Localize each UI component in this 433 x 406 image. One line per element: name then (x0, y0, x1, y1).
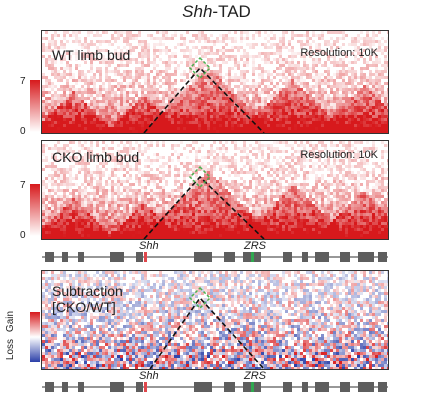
panel-label-wt: WT limb bud (52, 47, 131, 63)
heatmap-pixels (42, 271, 388, 369)
gene-exon (136, 382, 143, 392)
gene-exon (224, 252, 235, 262)
colorbar-cko (30, 184, 40, 236)
gene-exon (358, 252, 374, 262)
gene-track-1 (40, 250, 390, 264)
tad-boundary-lines (143, 175, 265, 239)
gene-exon (378, 382, 387, 392)
colorbar-wt (30, 80, 40, 132)
zrs-enhancer-mark (251, 382, 254, 392)
colorbar-gain-label: Gain (5, 310, 17, 333)
gene-exon (340, 252, 350, 262)
gene-exon (78, 382, 84, 392)
heatmap-wt (42, 31, 388, 133)
gene-track-2 (40, 380, 390, 394)
colorbar-cko-max: 7 (20, 180, 26, 191)
heatmap-cko (42, 141, 388, 239)
heatmap-panel-subtraction: Subtraction [CKO/WT] (41, 270, 389, 370)
gene-exon (224, 382, 235, 392)
gene-exon (378, 252, 387, 262)
title-suffix: -TAD (212, 2, 251, 21)
colorbar-gain-label-wrap: Gain (5, 310, 26, 333)
heatmap-pixels (42, 31, 388, 133)
tad-boundary-lines (149, 296, 265, 369)
heatmap-panel-cko: CKO limb bud Resolution: 10K (41, 140, 389, 240)
interaction-highlight-diamond (188, 286, 212, 310)
gene-label-shh-1: Shh (139, 240, 159, 252)
gene-exon (194, 382, 212, 392)
gene-exon (283, 252, 292, 262)
gene-exon (315, 252, 329, 262)
gene-exon (45, 252, 54, 262)
panel-label-cko: CKO limb bud (52, 149, 140, 165)
gene-exon (358, 382, 374, 392)
gene-exon (302, 252, 308, 262)
gene-exon (315, 382, 329, 392)
heatmap-pixels (42, 141, 388, 239)
panel-label-subtraction-1: Subtraction (52, 283, 123, 299)
resolution-label-wt: Resolution: 10K (300, 47, 378, 59)
panel-label-subtraction-2: [CKO/WT] (52, 299, 116, 315)
gene-exon (62, 252, 68, 262)
colorbar-subtraction (30, 312, 40, 362)
colorbar-cko-min: 0 (20, 230, 26, 241)
gene-exon (110, 252, 124, 262)
gene-exon (340, 382, 350, 392)
shh-gene-mark (144, 382, 147, 392)
gene-exon (283, 382, 292, 392)
shh-gene-mark (144, 252, 147, 262)
gene-exon (62, 382, 68, 392)
resolution-label-cko: Resolution: 10K (300, 149, 378, 161)
gene-exon (194, 252, 212, 262)
gene-label-zrs-2: ZRS (244, 370, 266, 382)
gene-exon (45, 382, 54, 392)
zrs-enhancer-mark (251, 252, 254, 262)
interaction-highlight-diamond (188, 56, 212, 80)
heatmap-subtraction (42, 271, 388, 369)
gene-label-shh-2: Shh (139, 370, 159, 382)
colorbar-loss-label: Loss (5, 338, 17, 361)
title-gene: Shh (182, 2, 213, 21)
gene-exon (136, 252, 143, 262)
tad-boundary-lines (143, 66, 265, 133)
colorbar-loss-label-wrap: Loss (5, 338, 26, 361)
colorbar-wt-max: 7 (20, 76, 26, 87)
interaction-highlight-diamond (188, 165, 212, 189)
colorbar-wt-min: 0 (20, 126, 26, 137)
gene-exon (302, 382, 308, 392)
heatmap-panel-wt: WT limb bud Resolution: 10K (41, 30, 389, 134)
figure-title: Shh-TAD (0, 1, 433, 23)
gene-label-zrs-1: ZRS (244, 240, 266, 252)
gene-exon (78, 252, 84, 262)
gene-exon (110, 382, 124, 392)
